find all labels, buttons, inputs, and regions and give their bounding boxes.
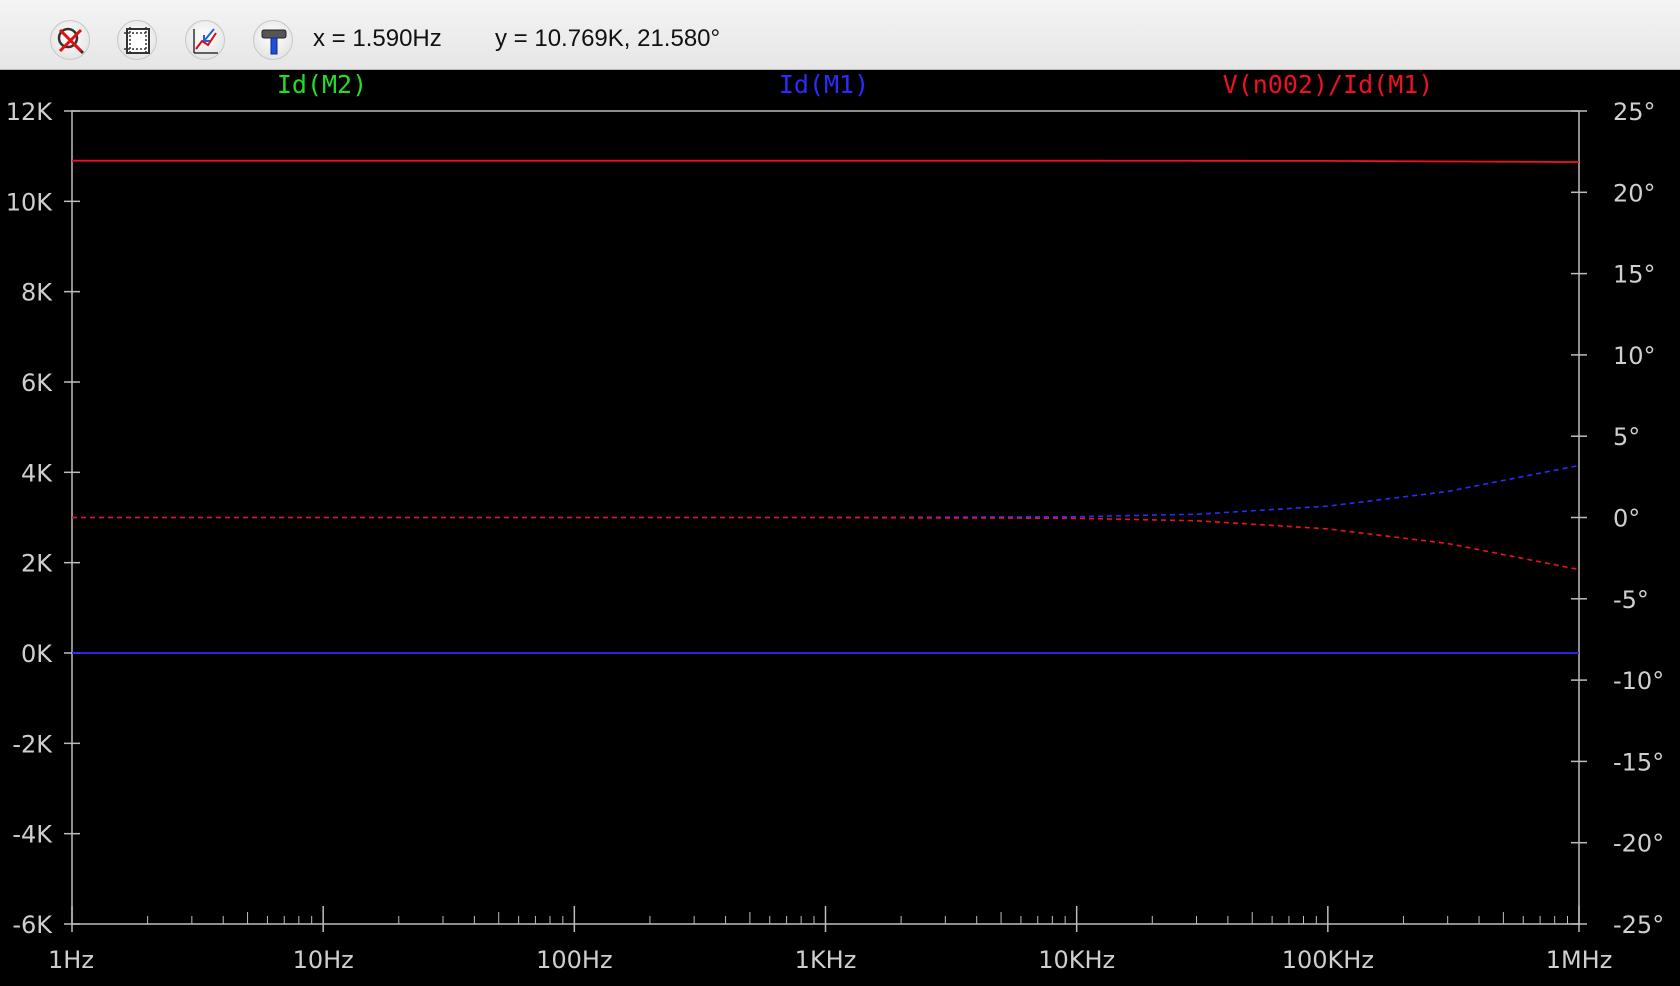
right-tick-label: -20° — [1613, 830, 1664, 858]
right-tick-label: -10° — [1613, 667, 1664, 695]
pick-visible-traces-button[interactable] — [185, 20, 225, 60]
x-cursor-readout: x = 1.590Hz — [313, 25, 442, 52]
right-tick-label: 25° — [1613, 98, 1656, 126]
x-tick-label: 10KHz — [1038, 946, 1115, 974]
right-tick-label: -15° — [1613, 748, 1664, 776]
right-tick-label: 15° — [1613, 261, 1656, 289]
left-tick-label: 6K — [21, 369, 53, 397]
right-tick-label: -5° — [1613, 586, 1649, 614]
left-tick-label: 4K — [21, 459, 53, 487]
autorange-icon — [124, 27, 152, 55]
trace-v-n002-id-m1-magnitude — [72, 159, 1580, 163]
trace-label: V(n002)/Id(M1) — [1223, 70, 1434, 99]
autorange-button[interactable] — [117, 20, 157, 60]
pick-visible-traces-icon — [193, 28, 218, 54]
left-tick-label: 12K — [6, 98, 54, 126]
mark-traces-button[interactable] — [253, 20, 293, 60]
left-tick-label: 2K — [21, 550, 53, 578]
left-tick-label: -2K — [12, 730, 53, 758]
left-tick-label: 8K — [21, 279, 53, 307]
trace-label: Id(M2) — [277, 70, 367, 99]
right-tick-label: 0° — [1613, 505, 1640, 533]
zoom-cancel-icon — [57, 27, 85, 55]
left-tick-label: 0K — [21, 640, 53, 668]
plot-pane[interactable]: 1Hz 10Hz 100Hz 1KHz 10KHz 100KHz 1MHz 12K 10K 8K 6… — [0, 70, 1680, 986]
hammer-icon — [261, 29, 287, 55]
x-tick-label: 1KHz — [795, 946, 857, 974]
x-tick-label: 1Hz — [48, 946, 94, 974]
trace-label: Id(M1) — [779, 70, 869, 99]
plot-toolbar: x = 1.590Hz y = 10.769K, 21.580° — [0, 0, 1680, 70]
zoom-cancel-button[interactable] — [50, 20, 90, 60]
right-tick-label: 5° — [1613, 423, 1640, 451]
x-tick-label: 1MHz — [1546, 946, 1613, 974]
right-tick-label: -25° — [1613, 911, 1664, 939]
plot-background — [0, 70, 1680, 986]
right-tick-label: 10° — [1613, 342, 1656, 370]
left-tick-label: 10K — [6, 188, 54, 216]
x-tick-label: 10Hz — [293, 946, 354, 974]
left-tick-label: -4K — [12, 821, 53, 849]
x-tick-label: 100KHz — [1282, 946, 1374, 974]
y-cursor-readout: y = 10.769K, 21.580° — [495, 25, 721, 52]
right-tick-label: 20° — [1613, 179, 1656, 207]
x-tick-label: 100Hz — [536, 946, 612, 974]
left-tick-label: -6K — [12, 911, 53, 939]
